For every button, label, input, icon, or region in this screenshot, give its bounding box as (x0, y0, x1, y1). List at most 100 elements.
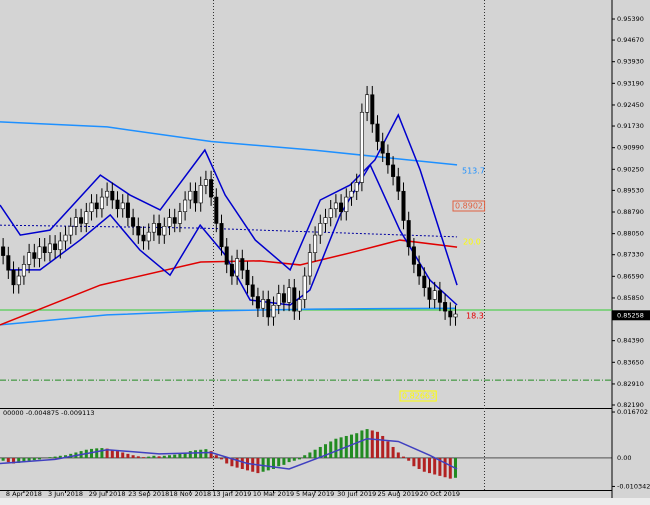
macd-bar (303, 455, 307, 458)
candle-body (125, 202, 130, 218)
y-tick-label: 0.82910 (617, 380, 644, 388)
candle-body (214, 196, 219, 224)
candle-body (120, 202, 125, 210)
candle-body (302, 275, 307, 300)
macd-bar (272, 457, 276, 469)
macd-tick-label: 0.016702 (617, 408, 648, 416)
candle-body (323, 217, 328, 224)
macd-bar (407, 457, 411, 461)
candle-body (136, 226, 141, 236)
candle-body (245, 269, 250, 286)
signal-line (0, 437, 458, 470)
candle-body (6, 255, 11, 271)
macd-bar (183, 452, 187, 458)
candle-body (193, 190, 198, 204)
macd-bar (173, 454, 177, 458)
candle-body (94, 202, 99, 210)
annotation-box (399, 390, 437, 402)
candle-body (219, 223, 224, 248)
y-tick-label: 0.93930 (617, 58, 644, 66)
candle-body (203, 179, 208, 186)
candle-body (276, 293, 281, 306)
candle-body (131, 217, 136, 227)
y-tick-label: 0.88050 (617, 230, 644, 238)
y-tick-label: 0.85850 (617, 294, 644, 302)
x-tick-label: 23 Sep 2018 (128, 490, 169, 498)
macd-bar (329, 441, 333, 458)
candle-body (437, 290, 442, 303)
candle-body (401, 190, 406, 221)
candle-body (328, 208, 333, 218)
macd-bar (355, 433, 359, 458)
candle-body (84, 211, 89, 224)
y-tick-label: 0.93190 (617, 79, 644, 87)
candle-body (281, 293, 286, 303)
x-tick-label: 29 Jul 2018 (89, 490, 126, 498)
x-tick-label: 8 Apr 2018 (6, 490, 42, 498)
x-tick-label: 30 Jun 2019 (337, 490, 376, 498)
candle-body (141, 234, 146, 242)
macd-bar (422, 457, 426, 472)
candle-body (411, 246, 416, 265)
macd-bar (277, 457, 281, 467)
candle-body (432, 290, 437, 300)
candle-body (58, 240, 63, 251)
macd-bar (318, 446, 322, 458)
macd-bar (168, 455, 172, 458)
candle-body (37, 246, 42, 259)
macd-bar (136, 456, 140, 458)
candle-body (417, 264, 422, 277)
indicator-line (0, 224, 458, 238)
macd-bar (443, 457, 447, 478)
candle-body (172, 217, 177, 224)
macd-bar (214, 455, 218, 458)
candle-body (68, 226, 73, 236)
macd-bar (298, 457, 302, 460)
candle-body (349, 190, 354, 198)
macd-bar (313, 449, 317, 458)
candle-body (224, 246, 229, 265)
candle-body (313, 234, 318, 253)
candle-body (406, 220, 411, 248)
candle-body (89, 202, 94, 213)
candle-body (63, 234, 68, 242)
candle-body (333, 202, 338, 210)
candle-body (32, 252, 37, 259)
y-tick-label: 0.90250 (617, 165, 644, 173)
candle-body (448, 310, 453, 318)
x-tick-label: 3 Jun 2018 (48, 490, 83, 498)
indicator-line (0, 113, 458, 286)
y-tick-label: 0.84390 (617, 337, 644, 345)
indicator-line (9, 163, 458, 306)
x-tick-label: 20 Oct 2019 (420, 490, 460, 498)
macd-bar (308, 452, 312, 458)
macd-bar (194, 450, 198, 458)
candle-body (11, 269, 16, 286)
macd-bar (370, 430, 374, 458)
macd-bar (334, 438, 338, 458)
macd-bar (100, 448, 104, 458)
candle-body (297, 299, 302, 312)
candle-body (167, 217, 172, 227)
annotation: 20.0 (463, 238, 481, 247)
candle-body (47, 243, 52, 253)
candle-body (188, 190, 193, 201)
macd-bar (32, 457, 36, 461)
candle-body (365, 94, 370, 113)
candle-body (240, 258, 245, 271)
macd-bar (53, 456, 57, 458)
macd-tick-label: 0.00 (617, 454, 631, 462)
macd-bar (157, 456, 161, 458)
macd-bar (116, 451, 120, 458)
candle-body (427, 287, 432, 300)
y-tick-label: 0.82190 (617, 401, 644, 409)
tab-bar (0, 498, 650, 505)
macd-bar (188, 451, 192, 458)
macd-bar (375, 431, 379, 458)
y-tick-label: 0.94670 (617, 36, 644, 44)
candle-body (292, 287, 297, 312)
candle-body (146, 231, 151, 242)
candle-body (42, 246, 47, 253)
